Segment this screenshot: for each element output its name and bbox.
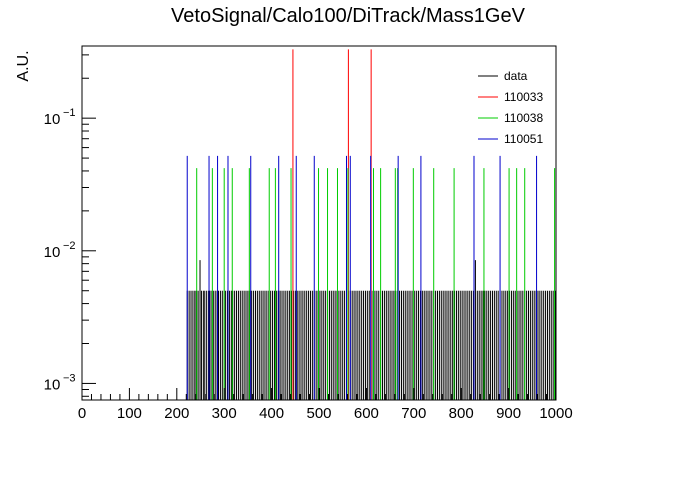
x-tick-label: 700 bbox=[401, 405, 426, 422]
y-tick-exponent: −2 bbox=[63, 240, 76, 252]
x-tick-label: 0 bbox=[78, 405, 86, 422]
legend-label-110051: 110051 bbox=[504, 132, 543, 146]
legend-label-110038: 110038 bbox=[504, 111, 543, 125]
x-tick-label: 100 bbox=[117, 405, 142, 422]
series-110051 bbox=[186, 155, 538, 400]
x-tick-label: 300 bbox=[212, 405, 237, 422]
y-tick-label: 10 bbox=[44, 376, 61, 393]
y-tick-exponent: −1 bbox=[63, 107, 76, 119]
y-tick-exponent: −3 bbox=[63, 372, 76, 384]
legend: data 110033 110038 110051 bbox=[478, 69, 543, 146]
x-tick-label: 900 bbox=[496, 405, 521, 422]
y-tick-label: 10 bbox=[44, 111, 61, 128]
chart-title: VetoSignal/Calo100/DiTrack/Mass1GeV bbox=[171, 5, 526, 27]
y-axis-label: A.U. bbox=[15, 50, 32, 81]
x-tick-label: 500 bbox=[306, 405, 331, 422]
x-tick-label: 200 bbox=[164, 405, 189, 422]
x-tick-label: 600 bbox=[354, 405, 379, 422]
axes-layer: 0 100 200 300 400 500 600 700 800 900 100010−310−2… bbox=[44, 45, 573, 422]
x-tick-label: 1000 bbox=[539, 405, 572, 422]
y-tick-label: 10 bbox=[44, 244, 61, 261]
plot-layer bbox=[186, 49, 556, 400]
legend-label-data: data bbox=[504, 69, 528, 83]
x-tick-label: 800 bbox=[449, 405, 474, 422]
legend-label-110033: 110033 bbox=[504, 90, 543, 104]
x-tick-label: 400 bbox=[259, 405, 284, 422]
